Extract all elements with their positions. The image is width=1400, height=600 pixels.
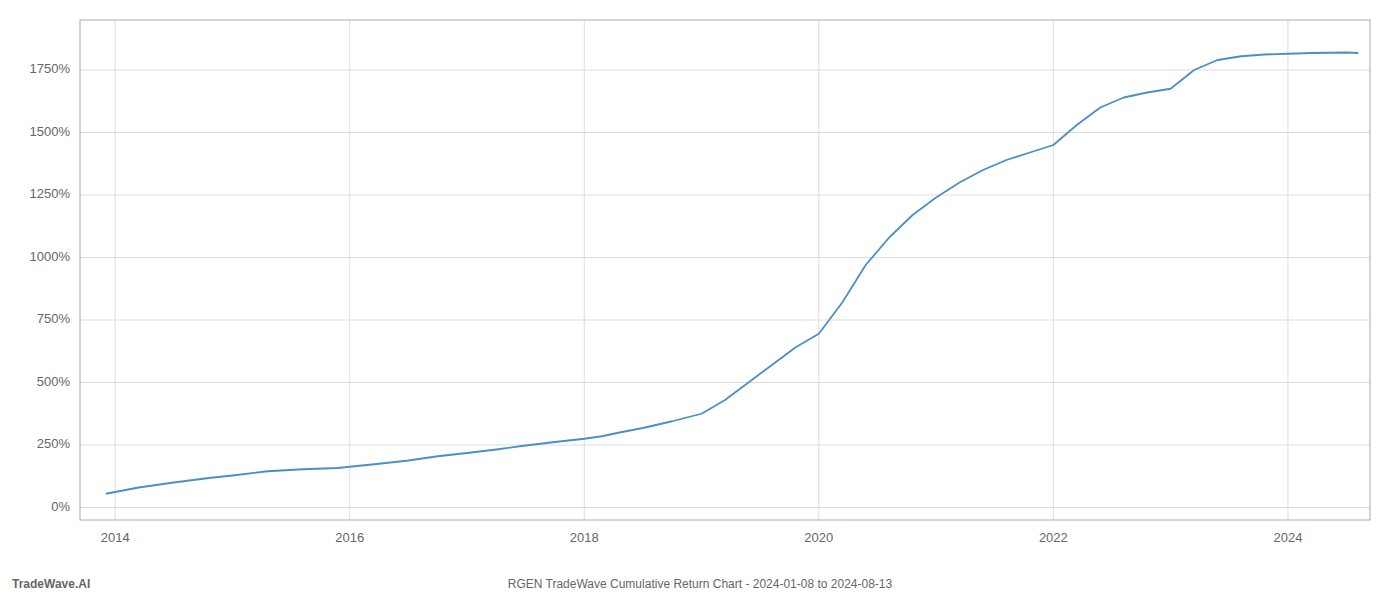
plot-frame [80,20,1370,520]
y-grid-line [80,257,1370,258]
y-grid-line [80,70,1370,71]
y-grid-line [80,507,1370,508]
grid [80,20,1370,520]
series-group [106,53,1358,494]
y-tick-label: 500% [37,374,71,389]
y-tick-label: 1750% [30,61,71,76]
x-tick-label: 2024 [1273,530,1302,545]
x-grid-line [584,20,585,520]
title: RGEN TradeWave Cumulative Return Chart -… [508,577,893,591]
y-grid-line [80,132,1370,133]
y-tick-label: 0% [51,499,70,514]
x-tick-label: 2020 [804,530,833,545]
chart: 0% 250% 500% 750% 1000% 1250% 1500% 1750% 2014 20… [0,0,1400,600]
y-grid-line [80,195,1370,196]
line [106,53,1358,494]
y-grid-line [80,320,1370,321]
y-grid-line [80,445,1370,446]
y-tick-label: 250% [37,436,71,451]
x-grid-line [1053,20,1054,520]
y-tick-label: 1250% [30,186,71,201]
x-grid-line [1287,20,1288,520]
y-tick-label: 750% [37,311,71,326]
x-tick-label: 2016 [335,530,364,545]
x-grid-line [818,20,819,520]
y-grid-line [80,382,1370,383]
y-tick-label: 1000% [30,249,71,264]
x-tick-label: 2018 [570,530,599,545]
x-tick-label: 2014 [101,530,130,545]
x-grid-line [115,20,116,520]
x-tick-label: 2022 [1039,530,1068,545]
tick-labels: 0% 250% 500% 750% 1000% 1250% 1500% 1750% 2014 20… [30,61,1303,545]
watermark: TradeWave.AI [12,577,90,591]
x-grid-line [349,20,350,520]
y-tick-label: 1500% [30,124,71,139]
